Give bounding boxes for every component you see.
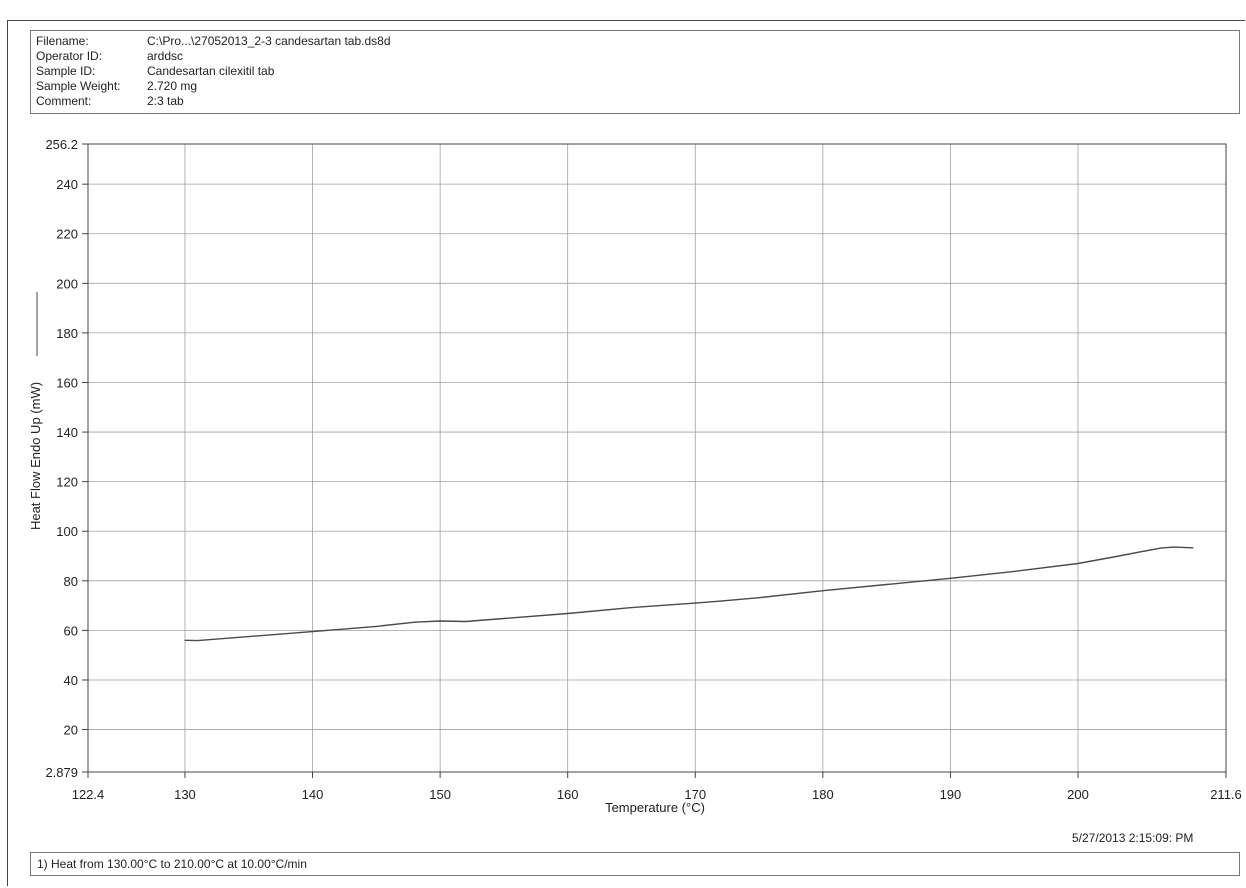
grid-layer — [88, 144, 1226, 772]
y-tick-label: 140 — [56, 425, 78, 440]
y-tick-label: 2.879 — [45, 765, 78, 780]
data-point — [1141, 550, 1143, 553]
x-tick-label: 211.6 — [1210, 787, 1242, 802]
axis-layer: 122.4 130 140 150 160 170 180 190 200 211.6 2.879 2… — [45, 137, 1241, 802]
x-tick-label: 160 — [557, 787, 579, 802]
data-point — [758, 597, 760, 599]
filename-value: C:\Pro...\27052013_2-3 candesartan tab.d… — [147, 34, 391, 48]
method-text: 1) Heat from 130.00°C to 210.00°C at 10.… — [37, 857, 307, 871]
data-point — [503, 617, 505, 620]
data-point — [1192, 547, 1194, 549]
data-point — [720, 600, 722, 602]
sample-id-label: Sample ID: — [36, 64, 96, 78]
data-point — [184, 639, 186, 641]
data-point — [311, 631, 314, 633]
x-tick-label: 190 — [940, 787, 962, 802]
x-tick-label: 180 — [812, 787, 834, 802]
x-tick-label: 122.4 — [72, 787, 105, 802]
y-tick-label: 120 — [56, 475, 78, 490]
y-tick-label: 60 — [64, 623, 78, 638]
y-tick-label: 240 — [56, 177, 78, 192]
y-tick-label: 100 — [56, 524, 78, 539]
y-tick-label: 20 — [64, 723, 78, 738]
filename-label: Filename: — [36, 34, 89, 48]
comment-label: Comment: — [36, 94, 92, 108]
data-point — [567, 612, 569, 615]
y-tick-label: 40 — [64, 673, 78, 688]
sample-weight-label: Sample Weight: — [36, 79, 121, 93]
sample-info-panel: Filename: C:\Pro...\27052013_2-3 candesa… — [30, 30, 1240, 114]
x-tick-label: 170 — [684, 787, 706, 802]
operator-value: arddsc — [147, 49, 184, 63]
data-point — [248, 635, 250, 638]
x-tick-label: 130 — [174, 787, 196, 802]
x-tick-label: 140 — [302, 787, 324, 802]
y-tick-label: 220 — [56, 227, 78, 242]
plot-frame — [87, 143, 1227, 773]
x-axis-label: Temperature (°C) — [605, 800, 705, 815]
data-point — [1173, 546, 1175, 548]
data-point — [1077, 562, 1079, 565]
data-point — [1115, 555, 1117, 558]
data-point — [949, 577, 952, 579]
heat-flow-trace — [184, 546, 1193, 642]
y-tick-label: 180 — [56, 326, 78, 341]
x-tick-label: 150 — [429, 787, 451, 802]
operator-label: Operator ID: — [36, 49, 103, 63]
data-point — [1013, 570, 1015, 572]
y-tick-label: 160 — [56, 375, 78, 390]
y-tick-label: 256.2 — [45, 137, 78, 152]
data-point — [822, 590, 824, 592]
data-point — [375, 625, 377, 628]
x-tick-label: 200 — [1067, 787, 1089, 802]
print-timestamp: 5/27/2013 2:15:09: PM — [1072, 831, 1194, 845]
data-point — [439, 620, 441, 622]
data-point — [886, 583, 888, 586]
data-point — [414, 621, 416, 623]
data-point — [1160, 547, 1162, 549]
y-axis-label: Heat Flow Endo Up (mW) — [28, 382, 43, 530]
method-panel: 1) Heat from 130.00°C to 210.00°C at 10.… — [30, 852, 1240, 876]
comment-value: 2:3 tab — [147, 94, 184, 108]
y-tick-label: 200 — [56, 276, 78, 291]
series-layer — [184, 546, 1194, 642]
sample-weight-value: 2.720 mg — [147, 79, 198, 93]
page-frame — [7, 20, 1245, 886]
data-point — [630, 606, 633, 609]
data-point — [1185, 546, 1188, 549]
sample-id-value: Candesartan cilexitil tab — [147, 64, 275, 78]
data-point — [694, 602, 696, 604]
y-tick-label: 80 — [64, 574, 78, 589]
data-point — [465, 620, 467, 623]
data-point — [197, 639, 199, 642]
